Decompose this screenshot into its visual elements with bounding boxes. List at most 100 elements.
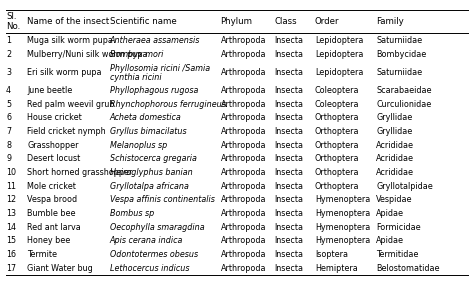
Text: Insecta: Insecta	[275, 127, 304, 136]
Text: Insecta: Insecta	[275, 250, 304, 259]
Text: 6: 6	[6, 113, 11, 122]
Text: Insecta: Insecta	[275, 236, 304, 245]
Text: Isoptera: Isoptera	[315, 250, 348, 259]
Text: Arthropoda: Arthropoda	[220, 113, 266, 122]
Text: Hymenoptera: Hymenoptera	[315, 209, 370, 218]
Text: Belostomatidae: Belostomatidae	[376, 264, 439, 273]
Text: Hymenoptera: Hymenoptera	[315, 195, 370, 204]
Text: Gryllidae: Gryllidae	[376, 127, 412, 136]
Text: Insecta: Insecta	[275, 264, 304, 273]
Text: 1: 1	[6, 36, 11, 45]
Text: Insecta: Insecta	[275, 86, 304, 95]
Text: Orthoptera: Orthoptera	[315, 168, 359, 177]
Text: Insecta: Insecta	[275, 168, 304, 177]
Text: Arthropoda: Arthropoda	[220, 250, 266, 259]
Text: Odontotermes obesus: Odontotermes obesus	[110, 250, 198, 259]
Text: Termite: Termite	[27, 250, 57, 259]
Text: cynthia ricini: cynthia ricini	[110, 73, 161, 82]
Text: Insecta: Insecta	[275, 50, 304, 59]
Text: Rhynchophorous ferrugineus: Rhynchophorous ferrugineus	[110, 100, 226, 109]
Text: Arthropoda: Arthropoda	[220, 140, 266, 149]
Text: Vespa brood: Vespa brood	[27, 195, 77, 204]
Text: Insecta: Insecta	[275, 154, 304, 163]
Text: 5: 5	[6, 100, 11, 109]
Text: Formicidae: Formicidae	[376, 223, 420, 232]
Text: Vespidae: Vespidae	[376, 195, 412, 204]
Text: Scarabaeidae: Scarabaeidae	[376, 86, 431, 95]
Text: Order: Order	[315, 17, 339, 26]
Text: Field cricket nymph: Field cricket nymph	[27, 127, 106, 136]
Text: Muga silk worm pupa: Muga silk worm pupa	[27, 36, 113, 45]
Text: Red ant larva: Red ant larva	[27, 223, 81, 232]
Text: Arthropoda: Arthropoda	[220, 264, 266, 273]
Text: Arthropoda: Arthropoda	[220, 223, 266, 232]
Text: 12: 12	[6, 195, 16, 204]
Text: Saturniidae: Saturniidae	[376, 68, 422, 77]
Text: Arthropoda: Arthropoda	[220, 236, 266, 245]
Text: Termitidae: Termitidae	[376, 250, 419, 259]
Text: Vespa affinis continentalis: Vespa affinis continentalis	[110, 195, 215, 204]
Text: 16: 16	[6, 250, 16, 259]
Text: 3: 3	[6, 68, 11, 77]
Text: Orthoptera: Orthoptera	[315, 182, 359, 191]
Text: Acrididae: Acrididae	[376, 168, 414, 177]
Text: Insecta: Insecta	[275, 195, 304, 204]
Text: Lepidoptera: Lepidoptera	[315, 68, 363, 77]
Text: Coleoptera: Coleoptera	[315, 86, 359, 95]
Text: Heiroglyphus banian: Heiroglyphus banian	[110, 168, 192, 177]
Text: Insecta: Insecta	[275, 36, 304, 45]
Text: Insecta: Insecta	[275, 100, 304, 109]
Text: 13: 13	[6, 209, 16, 218]
Text: Sl.
No.: Sl. No.	[6, 12, 20, 31]
Text: Desert locust: Desert locust	[27, 154, 81, 163]
Text: Melanoplus sp: Melanoplus sp	[110, 140, 167, 149]
Text: Scientific name: Scientific name	[110, 17, 176, 26]
Text: Mulberry/Nuni silk worm pupa: Mulberry/Nuni silk worm pupa	[27, 50, 148, 59]
Text: Arthropoda: Arthropoda	[220, 100, 266, 109]
Text: 8: 8	[6, 140, 11, 149]
Text: Insecta: Insecta	[275, 113, 304, 122]
Text: Class: Class	[275, 17, 297, 26]
Text: 14: 14	[6, 223, 16, 232]
Text: 2: 2	[6, 50, 11, 59]
Text: Hymenoptera: Hymenoptera	[315, 236, 370, 245]
Text: Gryllotalpidae: Gryllotalpidae	[376, 182, 433, 191]
Text: Orthoptera: Orthoptera	[315, 154, 359, 163]
Text: Lepidoptera: Lepidoptera	[315, 50, 363, 59]
Text: Arthropoda: Arthropoda	[220, 36, 266, 45]
Text: Saturniidae: Saturniidae	[376, 36, 422, 45]
Text: Gryllus bimacilatus: Gryllus bimacilatus	[110, 127, 186, 136]
Text: 4: 4	[6, 86, 11, 95]
Text: Antheraea assamensis: Antheraea assamensis	[110, 36, 200, 45]
Text: Name of the insect: Name of the insect	[27, 17, 109, 26]
Text: Bumble bee: Bumble bee	[27, 209, 76, 218]
Text: Schistocerca gregaria: Schistocerca gregaria	[110, 154, 197, 163]
Text: Phyllosomia ricini /Samia: Phyllosomia ricini /Samia	[110, 64, 210, 73]
Text: Acrididae: Acrididae	[376, 140, 414, 149]
Text: Arthropoda: Arthropoda	[220, 168, 266, 177]
Text: Hymenoptera: Hymenoptera	[315, 223, 370, 232]
Text: Arthropoda: Arthropoda	[220, 68, 266, 77]
Text: Arthropoda: Arthropoda	[220, 127, 266, 136]
Text: Phylum: Phylum	[220, 17, 253, 26]
Text: Apidae: Apidae	[376, 209, 404, 218]
Text: 17: 17	[6, 264, 16, 273]
Text: Grasshopper: Grasshopper	[27, 140, 79, 149]
Text: Insecta: Insecta	[275, 209, 304, 218]
Text: Family: Family	[376, 17, 404, 26]
Text: Bombyx mori: Bombyx mori	[110, 50, 163, 59]
Text: Orthoptera: Orthoptera	[315, 127, 359, 136]
Text: 10: 10	[6, 168, 16, 177]
Text: Curculionidae: Curculionidae	[376, 100, 431, 109]
Text: Orthoptera: Orthoptera	[315, 140, 359, 149]
Text: Arthropoda: Arthropoda	[220, 182, 266, 191]
Text: Hemiptera: Hemiptera	[315, 264, 357, 273]
Text: Insecta: Insecta	[275, 182, 304, 191]
Text: 9: 9	[6, 154, 11, 163]
Text: Apis cerana indica: Apis cerana indica	[110, 236, 183, 245]
Text: Arthropoda: Arthropoda	[220, 50, 266, 59]
Text: Lethocercus indicus: Lethocercus indicus	[110, 264, 189, 273]
Text: Arthropoda: Arthropoda	[220, 195, 266, 204]
Text: Phyllophagous rugosa: Phyllophagous rugosa	[110, 86, 198, 95]
Text: Acheta domestica: Acheta domestica	[110, 113, 182, 122]
